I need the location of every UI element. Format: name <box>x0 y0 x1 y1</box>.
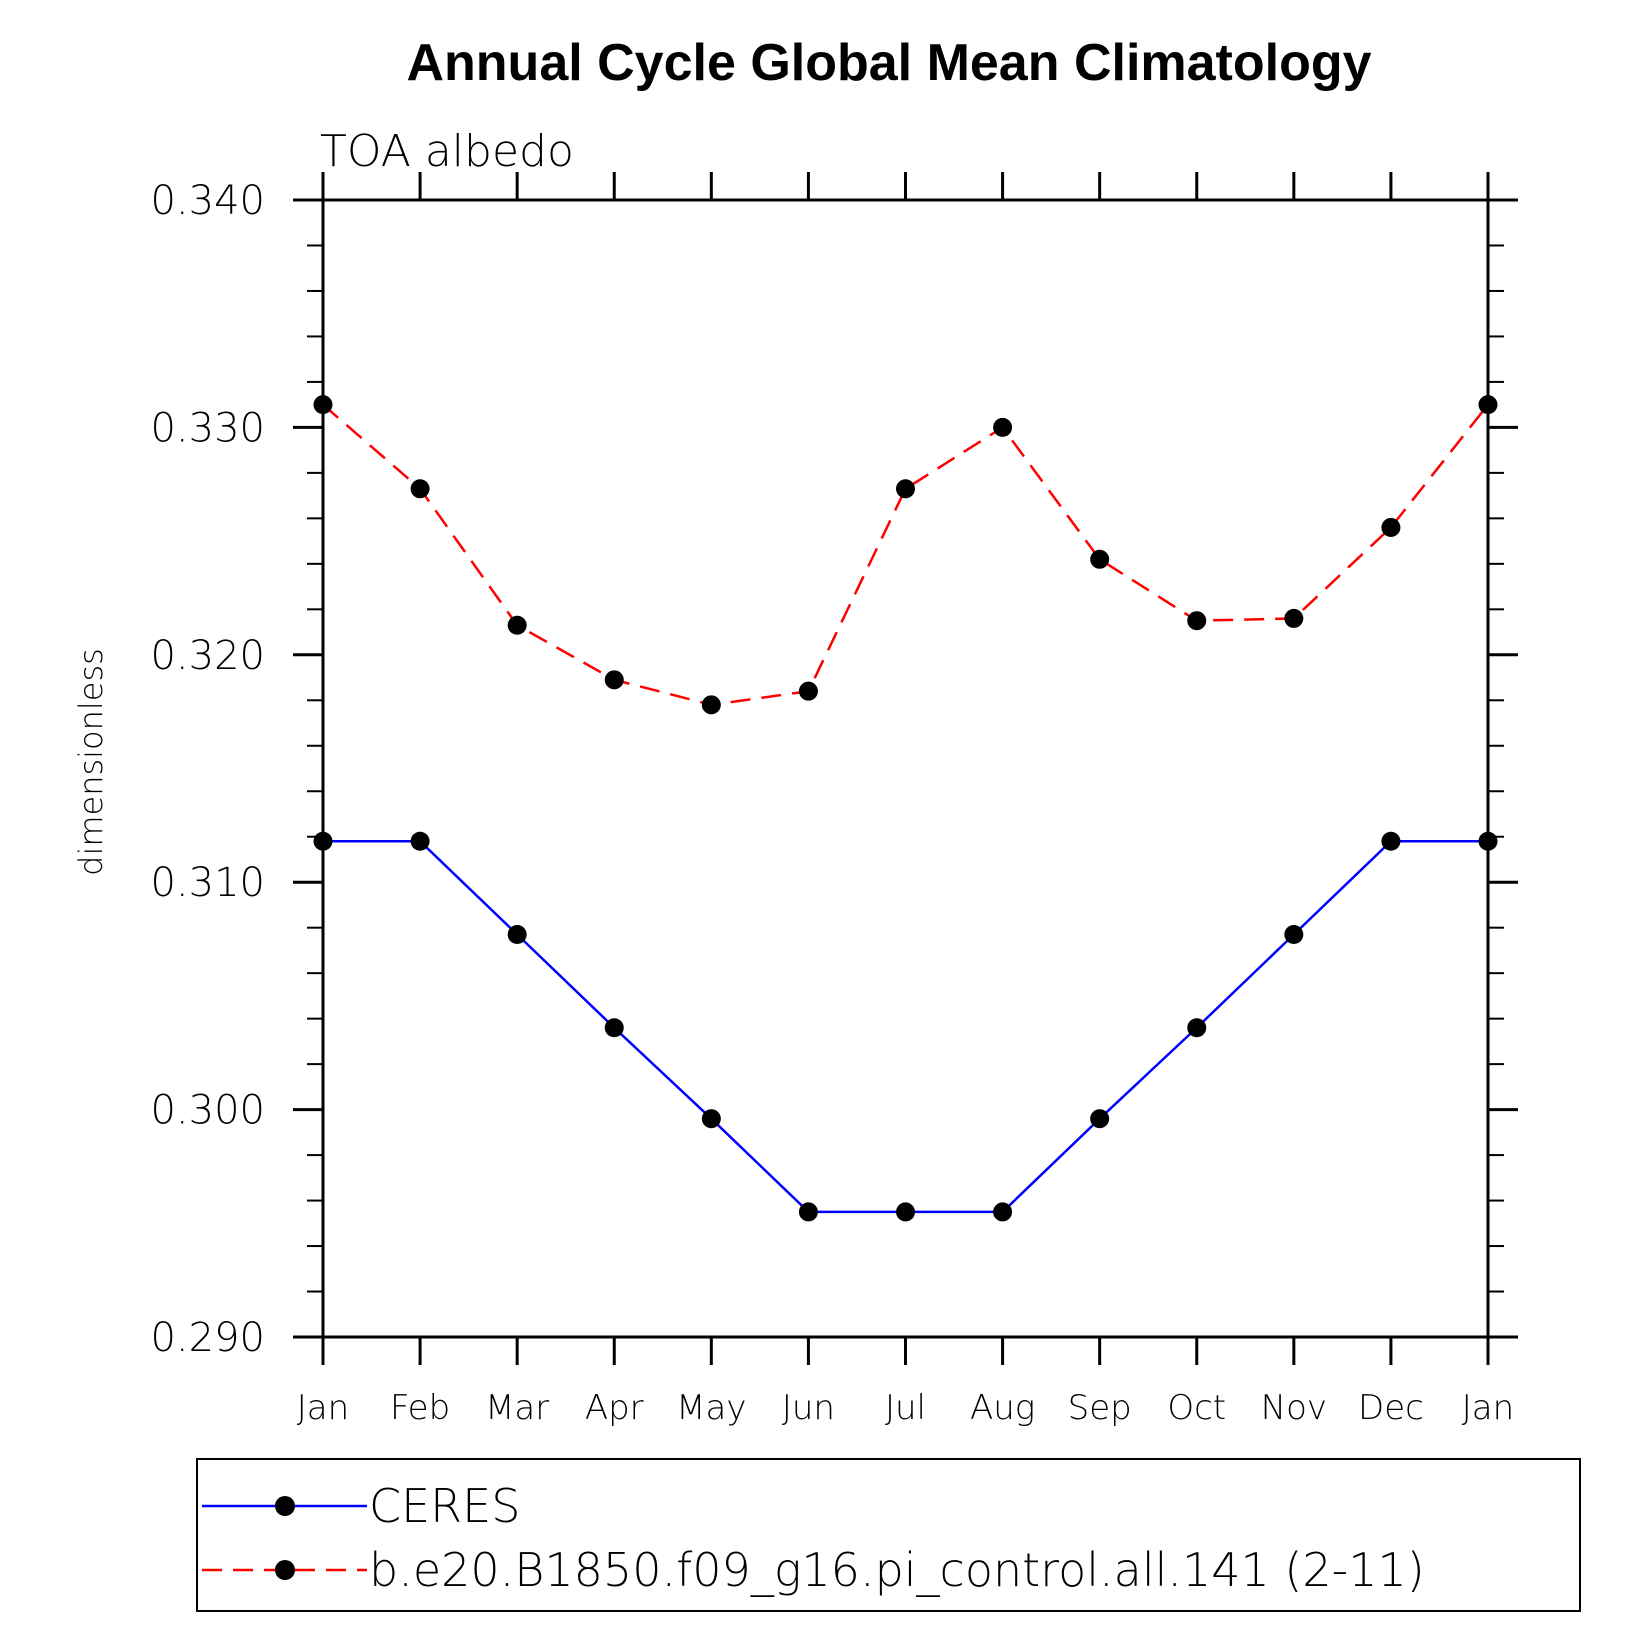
legend-label-0: CERES <box>369 1479 520 1533</box>
y-axis-label: dimensionless <box>72 648 110 876</box>
x-tick-label: Mar <box>485 1388 549 1428</box>
series-1-point <box>1478 395 1498 415</box>
series-line-0 <box>323 840 1488 1214</box>
series-1-point <box>604 670 624 690</box>
series-1-point <box>1187 611 1207 631</box>
series-0-point <box>1284 925 1304 945</box>
chart-subtitle: TOA albedo <box>320 126 574 177</box>
series-0-point <box>507 925 527 945</box>
y-tick-label: 0.340 <box>150 178 265 224</box>
x-tick-label: Jan <box>1462 1388 1514 1428</box>
legend-marker-0 <box>275 1496 295 1516</box>
legend-marker-1 <box>275 1560 295 1580</box>
series-1-point <box>701 695 721 715</box>
legend: CERES b.e20.B1850.f09_g16.pi_control.all.… <box>196 1458 1581 1612</box>
series-1-point <box>1090 549 1110 569</box>
x-tick-label: Dec <box>1358 1388 1424 1428</box>
series-0-point <box>701 1109 721 1129</box>
series-0-point <box>993 1202 1013 1222</box>
x-tick-label: Nov <box>1261 1388 1327 1428</box>
plot-border <box>321 198 1490 1339</box>
y-tick-label: 0.320 <box>150 633 265 679</box>
series-0-point <box>604 1018 624 1038</box>
series-1-point <box>896 479 915 499</box>
x-tick-label: Oct <box>1167 1388 1226 1428</box>
series-0-point <box>1187 1018 1207 1038</box>
series-1-point <box>993 417 1013 437</box>
legend-label-1: b.e20.B1850.f09_g16.pi_control.all.141 (… <box>369 1543 1425 1597</box>
chart-title: Annual Cycle Global Mean Climatology <box>406 34 1371 92</box>
x-tick-label: Sep <box>1068 1388 1132 1428</box>
series-1-point <box>313 395 333 415</box>
series-1-point <box>410 479 430 499</box>
series-0-point <box>410 831 430 851</box>
x-tick-label: Aug <box>970 1388 1035 1428</box>
series-0-point <box>1478 831 1498 851</box>
y-axis: 0.290 0.300 0.310 0.320 0.330 0.340 <box>150 178 1518 1361</box>
series-0-point <box>798 1202 818 1222</box>
series-1-point <box>507 615 527 635</box>
plot-frame <box>321 198 1490 1339</box>
legend-box <box>196 1458 1581 1612</box>
y-tick-label: 0.290 <box>150 1315 265 1361</box>
x-axis: Jan Feb Mar Apr May Jun Jul Aug Sep Oct Nov Dec Jan <box>297 172 1514 1428</box>
series-0-point <box>1381 831 1401 851</box>
series-0-point <box>1090 1109 1110 1129</box>
y-tick-label: 0.330 <box>150 405 265 451</box>
series-1-point <box>1381 517 1401 537</box>
x-tick-label: Jun <box>782 1388 835 1428</box>
y-tick-label: 0.310 <box>150 860 265 906</box>
series-layer <box>313 395 1498 1222</box>
series-1-point <box>1284 608 1304 628</box>
x-tick-label: Apr <box>585 1388 644 1428</box>
x-tick-label: Feb <box>390 1388 450 1428</box>
x-tick-label: Jan <box>297 1388 349 1428</box>
x-tick-label: Jul <box>885 1388 926 1428</box>
x-tick-label: May <box>676 1388 746 1428</box>
series-line-1 <box>322 403 1489 707</box>
y-tick-label: 0.300 <box>150 1088 265 1134</box>
series-0-point <box>896 1202 915 1222</box>
series-0-point <box>313 831 333 851</box>
series-1-point <box>798 681 818 701</box>
